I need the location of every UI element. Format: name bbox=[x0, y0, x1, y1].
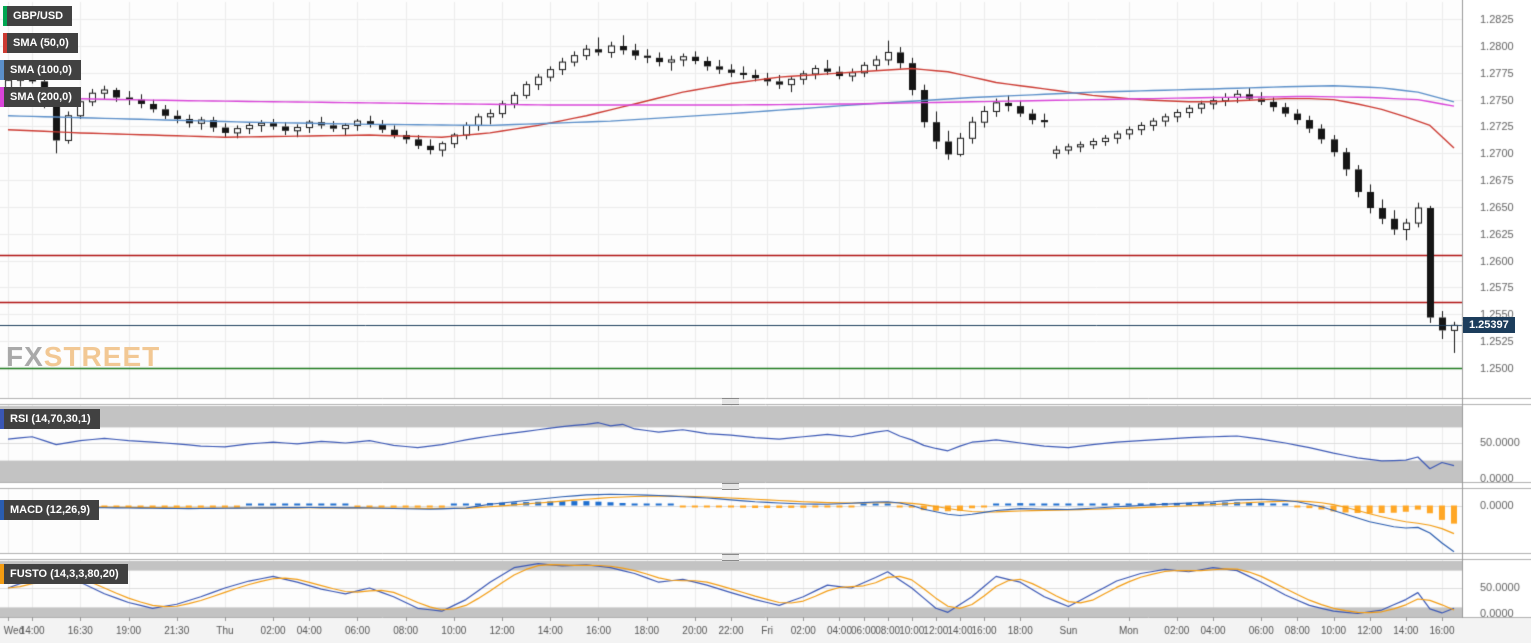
panel-resize-handle[interactable] bbox=[722, 554, 739, 561]
symbol-badge[interactable]: GBP/USD bbox=[3, 6, 73, 26]
sma50-label: SMA (50,0) bbox=[13, 37, 69, 49]
panel-resize-handle[interactable] bbox=[722, 483, 739, 490]
watermark-street: STREET bbox=[43, 341, 161, 372]
macd-indicator-badge[interactable]: MACD (12,26,9) bbox=[0, 500, 100, 520]
symbol-label: GBP/USD bbox=[13, 10, 64, 22]
macd-label: MACD (12,26,9) bbox=[10, 504, 91, 516]
fxstreet-watermark: FXSTREET bbox=[6, 341, 160, 373]
rsi-label: RSI (14,70,30,1) bbox=[10, 413, 91, 425]
panel-resize-handle[interactable] bbox=[722, 398, 739, 405]
stochastic-indicator-badge[interactable]: FUSTO (14,3,3,80,20) bbox=[0, 564, 128, 584]
last-price-badge: 1.25397 bbox=[1463, 317, 1515, 333]
stochastic-label: FUSTO (14,3,3,80,20) bbox=[10, 568, 119, 580]
watermark-fx: FX bbox=[6, 341, 44, 372]
sma50-badge[interactable]: SMA (50,0) bbox=[3, 33, 78, 53]
sma100-label: SMA (100,0) bbox=[10, 64, 72, 76]
rsi-indicator-badge[interactable]: RSI (14,70,30,1) bbox=[0, 409, 100, 429]
sma100-badge[interactable]: SMA (100,0) bbox=[0, 60, 81, 80]
sma200-label: SMA (200,0) bbox=[10, 91, 72, 103]
sma200-badge[interactable]: SMA (200,0) bbox=[0, 87, 81, 107]
